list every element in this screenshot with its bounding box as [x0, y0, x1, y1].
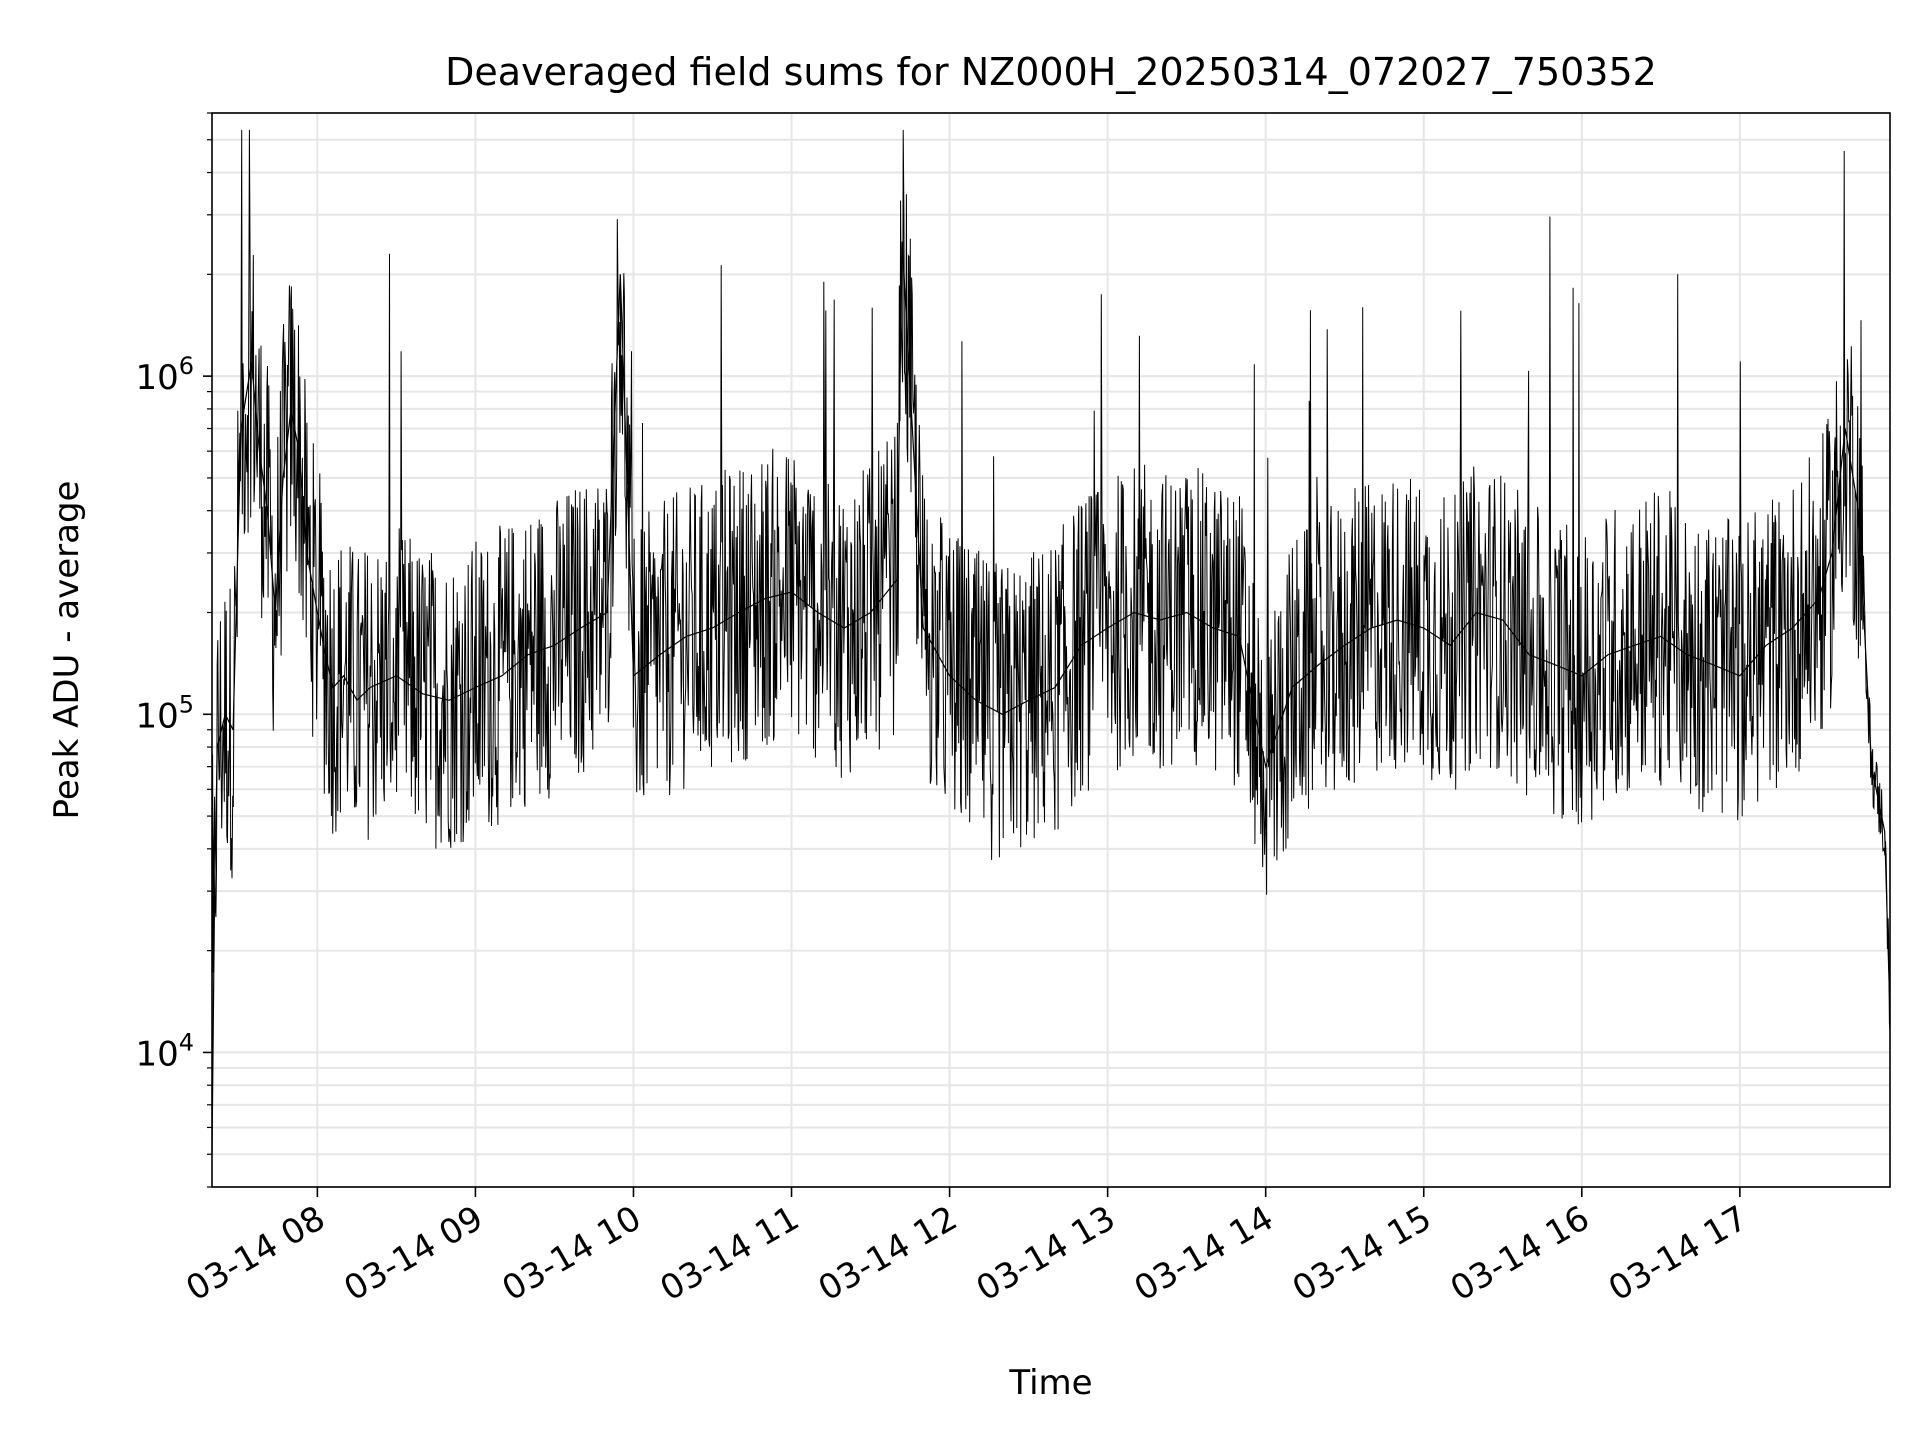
- y-tick-label-exponent: 6: [179, 352, 194, 380]
- plot-area: [211, 129, 1891, 1155]
- series-line-detail: [211, 129, 1891, 1108]
- y-tick-label: 104: [135, 1028, 194, 1074]
- y-tick-label-base: 10: [135, 358, 178, 398]
- y-tick-label-exponent: 5: [179, 690, 194, 718]
- series-line: [211, 241, 1891, 1155]
- chart-title: Deaveraged field sums for NZ000H_2025031…: [445, 50, 1657, 94]
- y-tick-label: 105: [135, 690, 194, 736]
- y-tick-label-base: 10: [135, 1034, 178, 1074]
- y-tick-label-exponent: 4: [179, 1028, 194, 1056]
- x-axis-label: Time: [1008, 1363, 1092, 1403]
- y-axis-label: Peak ADU - average: [47, 481, 87, 820]
- plot-frame: [211, 112, 1891, 1188]
- y-tick-label: 106: [135, 352, 194, 398]
- y-tick-label-base: 10: [135, 696, 178, 736]
- grid: [212, 112, 1890, 1188]
